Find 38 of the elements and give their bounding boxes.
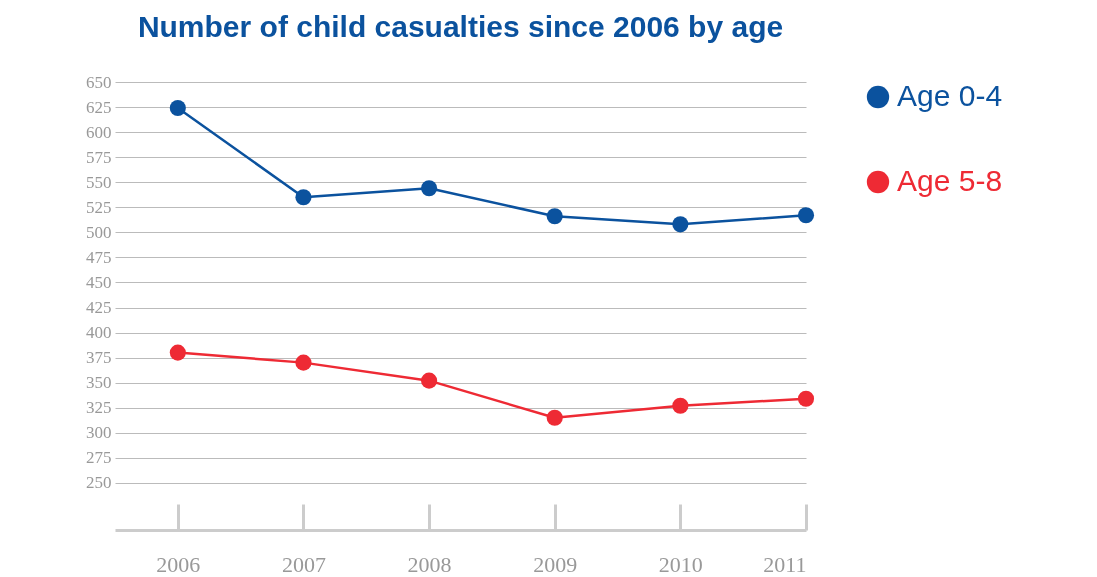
y-tick-label: 425	[86, 298, 112, 317]
point	[421, 180, 438, 197]
y-tick-label: 275	[86, 448, 112, 468]
y-tick-label: 600	[86, 122, 112, 142]
x-tick-label: 2011	[763, 551, 807, 577]
y-tick-label: 250	[86, 473, 112, 493]
y-tick-label: 625	[86, 97, 112, 117]
legend-label: Age 5-8	[897, 164, 1003, 197]
y-tick-label: 525	[86, 197, 112, 217]
y-tick-label: 300	[86, 423, 112, 443]
point	[546, 208, 563, 225]
point	[672, 216, 689, 233]
y-tick-label: 475	[86, 247, 112, 267]
point	[421, 372, 438, 389]
y-tick-label: 325	[86, 398, 112, 418]
x-tick-label: 2009	[533, 551, 578, 577]
point	[672, 397, 689, 414]
y-tick-label: 500	[86, 222, 112, 242]
legend-label: Age 0-4	[897, 79, 1003, 112]
point	[546, 409, 563, 426]
chart-title: Number of child casualties since 2006 by age	[137, 10, 784, 43]
y-tick-label: 375	[86, 348, 112, 368]
point	[295, 354, 312, 371]
point	[169, 344, 186, 361]
point	[797, 207, 815, 224]
y-tick-label: 450	[86, 272, 112, 292]
y-tick-label: 350	[86, 373, 112, 393]
y-tick-label: 550	[86, 172, 112, 192]
x-tick-label: 2007	[281, 551, 326, 577]
x-tick-label: 2006	[156, 551, 201, 577]
x-tick-label: 2008	[407, 551, 452, 577]
point	[295, 189, 312, 206]
x-tick-label: 2010	[658, 551, 703, 577]
y-tick-label: 575	[86, 147, 112, 167]
point	[797, 390, 815, 407]
point	[169, 100, 186, 117]
y-tick-label: 650	[86, 72, 112, 92]
y-tick-label: 400	[86, 323, 112, 343]
